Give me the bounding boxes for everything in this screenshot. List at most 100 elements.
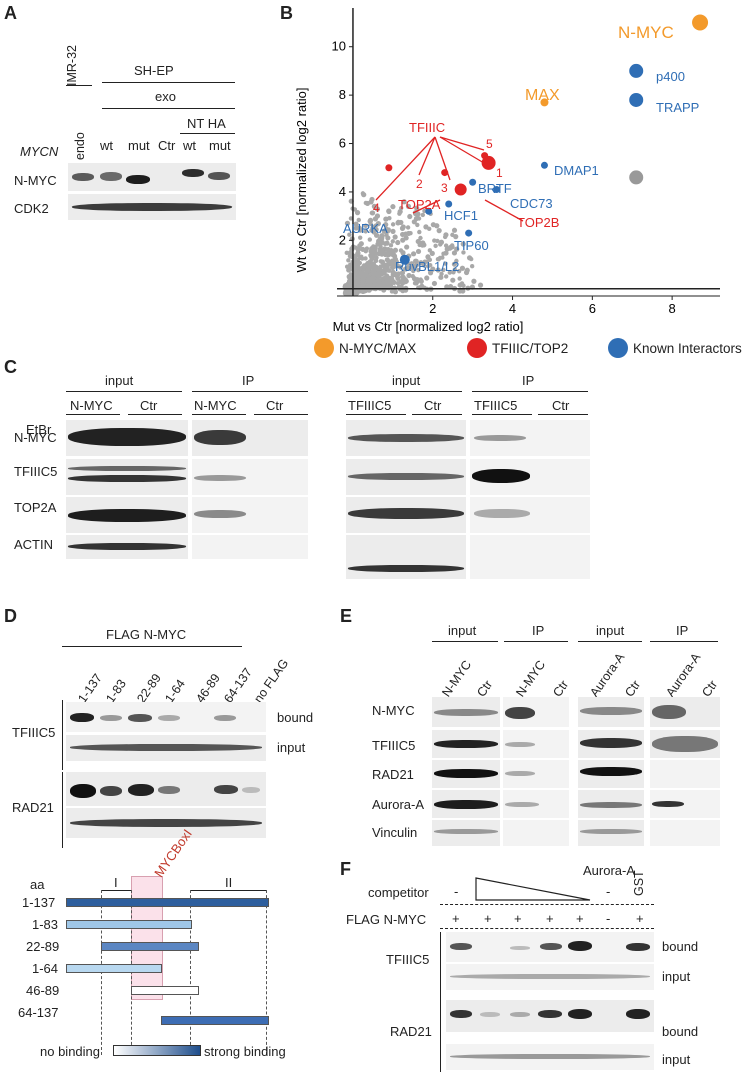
- background-point: [386, 268, 392, 273]
- group-nmyc-input: N-MYC: [70, 398, 113, 413]
- f-input-1: input: [662, 969, 691, 984]
- row-c-top2a: TOP2A: [14, 500, 57, 515]
- x-tick-label: 4: [509, 301, 516, 316]
- background-point: [389, 277, 394, 283]
- background-point: [347, 232, 352, 237]
- background-point: [389, 289, 395, 294]
- header-ip-right: IP: [522, 373, 535, 388]
- background-point: [400, 224, 406, 230]
- background-point: [371, 266, 377, 272]
- e-lane-3: N-MYC: [513, 657, 549, 700]
- e-blot-nmyc-3: [578, 697, 644, 727]
- point-ruvbl1-l2: [399, 254, 410, 265]
- e-row-vinculin: Vinculin: [372, 825, 418, 840]
- f-aurora-label: Aurora-A: [583, 863, 636, 878]
- f-bound-2: bound: [662, 1024, 699, 1039]
- background-point: [367, 237, 373, 242]
- background-point: [346, 283, 351, 288]
- binding-gradient-bar: [113, 1045, 201, 1056]
- background-point: [411, 268, 416, 274]
- group-label-exo: exo: [155, 89, 176, 104]
- background-point: [378, 264, 383, 269]
- e-header-ip-1: IP: [532, 623, 545, 638]
- region-i-label: I: [114, 875, 118, 890]
- background-point: [380, 261, 386, 266]
- e-blot-vinculin-2: [503, 820, 569, 846]
- blot-a-nmyc: [68, 163, 236, 191]
- point-tip60: [465, 229, 473, 237]
- background-point: [358, 273, 364, 279]
- e-blot-aurora-3: [578, 790, 644, 818]
- e-blot-tfiiic5-4: [650, 730, 720, 758]
- background-point: [383, 222, 389, 228]
- f-protein-tfiiic5: TFIIIC5: [386, 952, 430, 967]
- background-point: [436, 228, 442, 234]
- background-point: [386, 227, 391, 232]
- point-cdc73: [493, 186, 501, 194]
- e-lane-1: N-MYC: [439, 657, 475, 700]
- background-point: [368, 199, 374, 205]
- background-point: [381, 268, 387, 273]
- y-tick-label: 2: [339, 232, 346, 247]
- e-blot-vinculin-4: [650, 820, 720, 846]
- background-point: [373, 226, 379, 233]
- background-point: [399, 270, 406, 276]
- background-point: [355, 250, 361, 256]
- background-point: [404, 244, 410, 250]
- label-tfiiic: TFIIIC: [409, 120, 445, 135]
- d-lane-22-89: 22-89: [134, 671, 164, 706]
- background-point: [449, 243, 455, 248]
- background-point: [363, 223, 368, 228]
- d-lane-1-137: 1-137: [75, 671, 105, 706]
- blot-c-top2a-ip: [192, 497, 308, 533]
- bar-1-64: [66, 964, 162, 973]
- e-lane-7: Aurora-A: [663, 650, 704, 700]
- flag-nmyc-title: FLAG N-MYC: [106, 627, 187, 642]
- background-point: [447, 283, 454, 290]
- background-point: [394, 263, 400, 269]
- e-row-tfiiic5: TFIIIC5: [372, 738, 416, 753]
- panel-label-a: A: [4, 3, 17, 23]
- background-point: [389, 252, 394, 257]
- group-tfiiic5-input: TFIIIC5: [348, 398, 392, 413]
- label-trapp: TRAPP: [656, 100, 699, 115]
- flag-sign-1: +: [484, 911, 492, 926]
- f-gst-label: GST: [632, 870, 646, 896]
- background-point: [353, 245, 358, 250]
- f-competitor-label: competitor: [368, 885, 429, 900]
- panel-label-b: B: [280, 3, 293, 23]
- row-label-cdk2: CDK2: [14, 201, 49, 216]
- background-point: [344, 220, 351, 226]
- label-5: 5: [486, 137, 493, 151]
- lane-mut-ha: mut: [209, 138, 231, 153]
- background-point: [359, 254, 364, 259]
- bar-22-89: [101, 942, 199, 951]
- d-lane-no-flag: no FLAG: [251, 656, 292, 706]
- y-tick-label: 10: [331, 39, 345, 54]
- header-input: input: [105, 373, 134, 388]
- mycboxi-region: [131, 876, 163, 1000]
- construct-1-83: 1-83: [32, 917, 59, 932]
- point-aurka: [425, 207, 433, 215]
- f-flag-label: FLAG N-MYC: [346, 912, 427, 927]
- background-point: [392, 234, 398, 240]
- background-point: [357, 243, 362, 249]
- background-point: [360, 191, 366, 196]
- f-blot-rad21-input: [446, 1044, 654, 1070]
- background-point: [375, 277, 381, 283]
- blot-cr-nmyc-input: [346, 420, 466, 456]
- flag-sign-5: -: [606, 911, 611, 926]
- background-point: [371, 203, 377, 209]
- background-point: [428, 269, 433, 274]
- blot-cr-nmyc-ip: [470, 420, 590, 456]
- background-point: [369, 210, 375, 216]
- background-point: [415, 248, 422, 255]
- background-point: [386, 208, 392, 215]
- e-blot-aurora-2: [503, 790, 569, 818]
- background-point: [388, 243, 394, 248]
- panel-b-scatter: 2 4 6 8 2 4 6 8 10 N-MYC MAX p400 TRAPP DMAP1 TF…: [294, 8, 720, 334]
- blot-cr-top2a-input: [346, 497, 466, 533]
- panel-label-c: C: [4, 357, 17, 377]
- y-axis-label: Wt vs Ctr [normalized log2 ratio]: [294, 88, 309, 273]
- background-point: [451, 250, 458, 256]
